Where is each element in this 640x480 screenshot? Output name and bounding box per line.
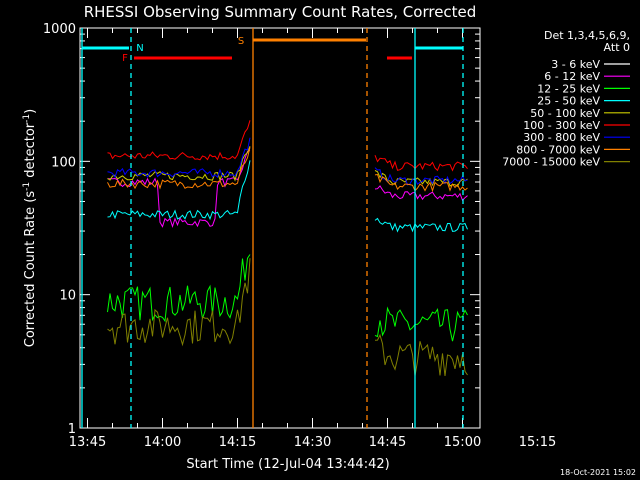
x-axis-label: Start Time (12-Jul-04 13:44:42) [186,457,389,472]
legend-label: 100 - 300 keV [523,119,600,132]
flag-label: F [122,53,128,64]
flag-label: N [136,43,143,54]
legend-label: 800 - 7000 keV [516,143,600,156]
legend-label: 50 - 100 keV [530,107,600,120]
interval-lines [81,28,464,428]
series-line [107,254,251,323]
series-line [374,217,468,233]
series-line [374,333,468,377]
x-tick-label: 14:00 [144,435,181,450]
x-tick-label: 15:00 [444,435,481,450]
y-tick-label: 100 [51,155,76,170]
series-line [107,150,251,229]
legend-header-line2: Att 0 [604,41,630,54]
series-line [374,185,468,202]
legend-label: 3 - 6 keV [551,58,600,71]
series-line [107,143,251,220]
y-tick-labels: 1 10 100 1000 [43,22,76,437]
legend-label: 12 - 25 keV [537,82,600,95]
legend-label: 6 - 12 keV [544,70,600,83]
y-tick-label: 10 [59,289,76,304]
series-line [107,146,251,182]
series-line [374,180,468,194]
x-tick-label: 14:45 [369,435,406,450]
x-tick-label: 15:15 [519,435,556,450]
x-tick-label: 14:15 [219,435,256,450]
series-line [107,147,251,190]
x-tick-label: 14:30 [294,435,331,450]
flag-label: S [238,36,244,47]
chart-title: RHESSI Observing Summary Count Rates, Co… [84,3,477,21]
y-tick-label: 1000 [43,22,76,37]
legend-label: 300 - 800 keV [523,131,600,144]
legend-header-line1: Det 1,3,4,5,6,9, [544,29,630,42]
series-line [374,167,468,186]
axis-ticks [80,28,480,429]
legend-label: 25 - 50 keV [537,95,600,108]
observing-flag-bars: FN S [82,36,463,64]
y-tick-label: 1 [68,422,76,437]
series-layer [107,120,468,377]
series-line [374,155,468,172]
legend-label: 7000 - 15000 keV [502,156,600,169]
series-line [374,173,468,193]
series-line [107,258,251,347]
series-line [374,306,468,342]
plot-frame [79,27,481,429]
x-tick-label: 13:45 [69,435,106,450]
series-line [107,160,251,221]
series-line [107,120,251,161]
footer-timestamp: 18-Oct-2021 15:02 [560,468,636,477]
x-tick-labels: 13:45 14:00 14:15 14:30 14:45 15:00 15:15 [69,435,556,450]
series-line [107,137,251,179]
y-axis-label: Corrected Count Rate (s-1 detector-1) [22,109,38,347]
